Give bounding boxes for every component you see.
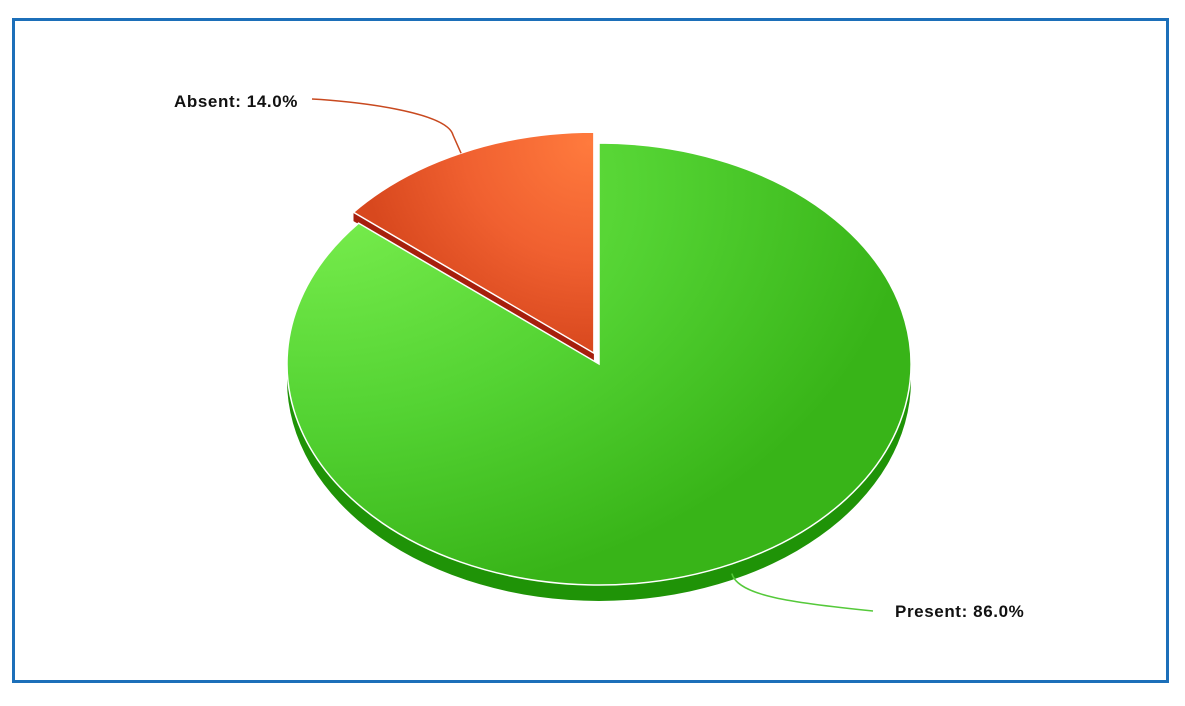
pie-cut-face-absent (353, 212, 594, 362)
pie-sides (287, 212, 911, 601)
slice-label-present: Present: 86.0% (895, 602, 1024, 621)
leader-lines (311, 98, 874, 612)
pie-slice-present[interactable] (286, 142, 912, 586)
slice-label-absent: Absent: 14.0% (174, 92, 298, 111)
slice-labels: Present: 86.0% Absent: 14.0% (174, 92, 1024, 621)
leader-line-absent (311, 98, 462, 154)
pie-slice-absent[interactable] (352, 131, 595, 355)
pie-tops (286, 131, 912, 586)
leader-line-present (731, 573, 874, 612)
